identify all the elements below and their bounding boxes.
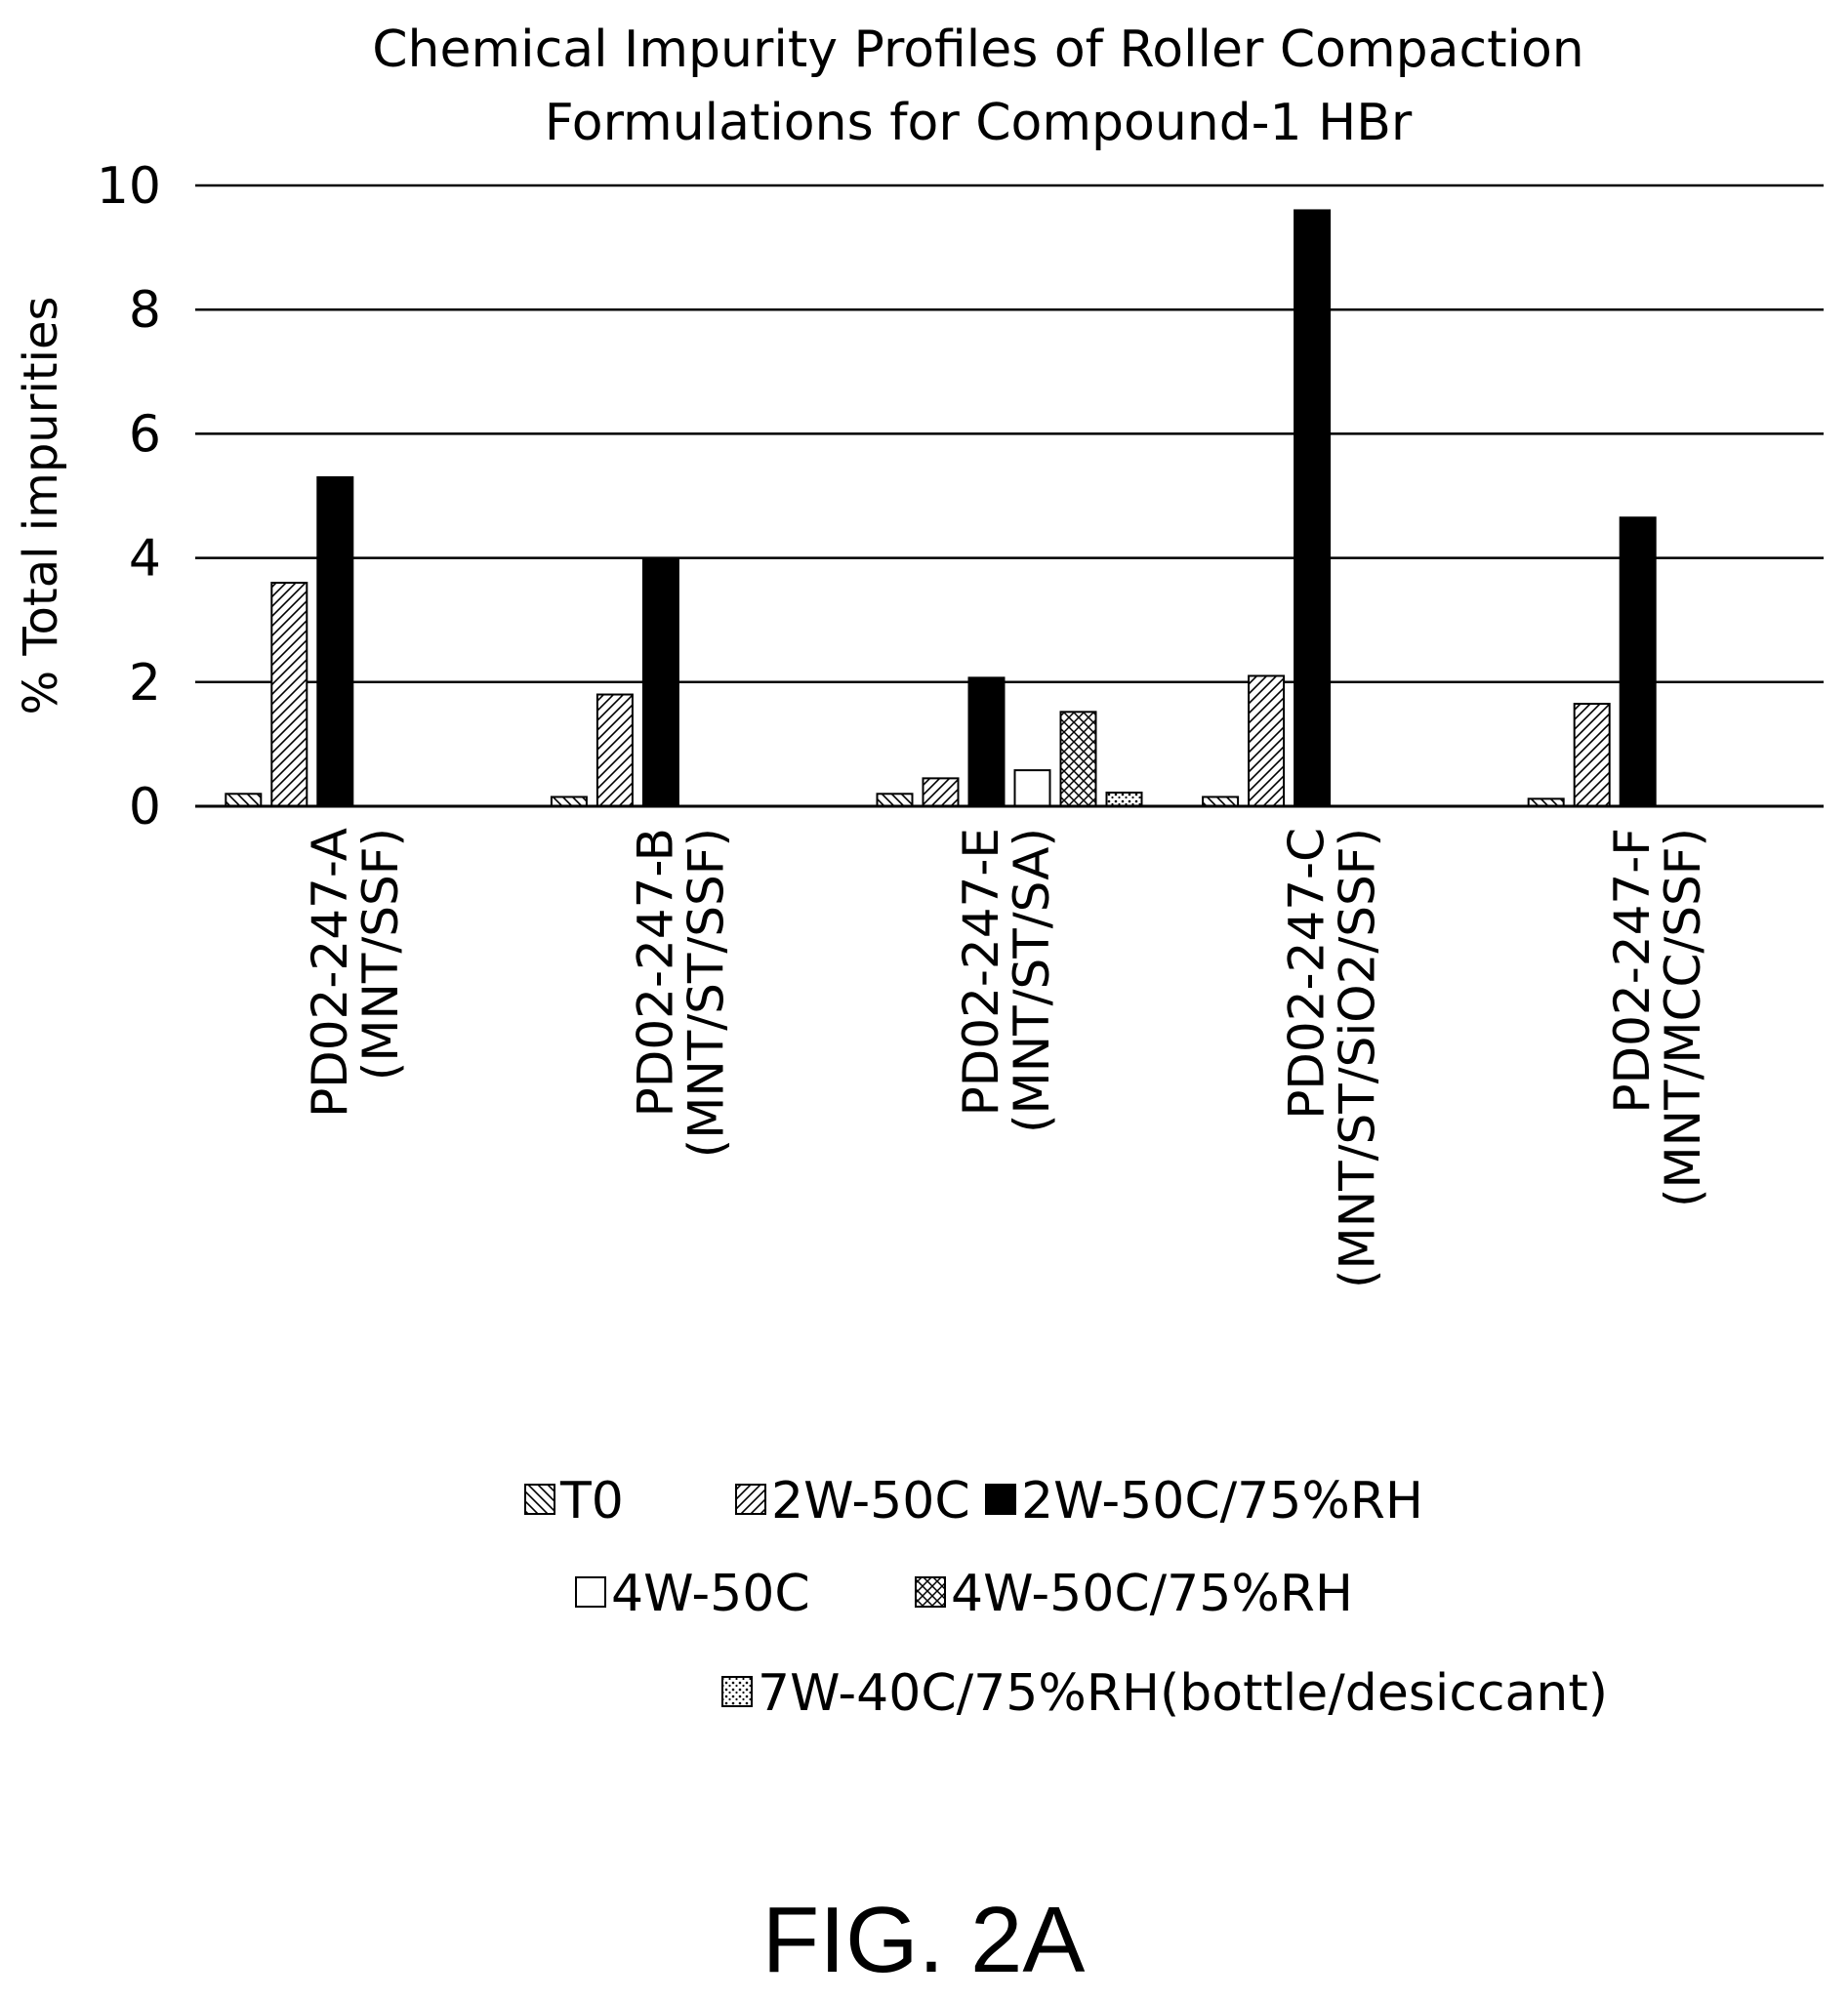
legend-label: 2W-50C/75%RH	[1021, 1472, 1423, 1531]
legend-swatch	[735, 1484, 766, 1515]
legend-swatch	[575, 1576, 606, 1608]
legend-label: 7W-40C/75%RH(bottle/desiccant)	[758, 1664, 1608, 1723]
legend-label: T0	[559, 1472, 624, 1531]
x-category-labels: PD02-247-A(MNT/SSF) PD02-247-B(MNT/ST/SSF…	[302, 828, 1711, 1288]
legend-swatch	[915, 1576, 946, 1608]
gridlines	[195, 184, 1824, 684]
bar-7w-40c-75-rh-bottle-desiccant--cat3	[1105, 792, 1143, 807]
legend-label: 4W-50C	[611, 1565, 810, 1623]
chart-title-line-1: Chemical Impurity Profiles of Roller Com…	[372, 20, 1583, 79]
y-tick-label: 2	[129, 654, 161, 713]
legend: T0 2W-50C 2W-50C/75%RH 4W-50C 4W-50C/75%RH 7W…	[524, 1472, 1608, 1723]
y-tick-label: 8	[129, 281, 161, 340]
x-category-label: PD02-247-B	[627, 828, 683, 1117]
y-tick-label: 10	[97, 157, 161, 216]
x-category-label: PD02-247-E	[953, 828, 1009, 1116]
bar-2w-50c-cat3	[922, 777, 960, 808]
bars	[225, 209, 1657, 808]
bar-2w-50c-75-rh-cat1	[316, 475, 354, 807]
y-tick-label: 4	[129, 530, 161, 589]
figure-label: FIG. 2A	[762, 1888, 1086, 1992]
x-category-label: (MNT/SSF)	[352, 828, 409, 1081]
legend-swatch	[721, 1676, 753, 1707]
bar-t0-cat1	[225, 793, 263, 808]
bar-2w-50c-75-rh-cat3	[967, 676, 1006, 808]
y-axis-label: % Total impurities	[14, 297, 68, 715]
bar-t0-cat3	[876, 793, 914, 808]
bar-2w-50c-cat1	[270, 582, 308, 807]
y-tick-label: 0	[129, 778, 161, 837]
bar-2w-50c-cat4	[1248, 674, 1286, 807]
legend-label: 2W-50C	[771, 1472, 970, 1531]
legend-swatch	[524, 1484, 555, 1515]
x-category-label: (MNT/MCC/SSF)	[1655, 828, 1711, 1207]
x-category-label: PD02-247-F	[1604, 828, 1661, 1114]
x-category-label: (MNT/ST/SA)	[1004, 828, 1060, 1133]
bar-2w-50c-75-rh-cat4	[1294, 209, 1332, 807]
bar-2w-50c-75-rh-cat5	[1619, 516, 1657, 807]
x-category-label: (MNT/ST/SiO2/SSF)	[1330, 828, 1386, 1288]
legend-swatch	[985, 1484, 1016, 1515]
bar-2w-50c-cat2	[595, 693, 634, 808]
x-category-label: (MNT/ST/SSF)	[678, 828, 734, 1158]
bar-4w-50c-75-rh-cat3	[1059, 711, 1097, 807]
bar-4w-50c-cat3	[1013, 769, 1051, 807]
chart-title-line-2: Formulations for Compound-1 HBr	[545, 94, 1413, 152]
bar-2w-50c-75-rh-cat2	[641, 556, 679, 807]
y-tick-labels: 0 2 4 6 8 10	[97, 157, 161, 837]
x-category-label: PD02-247-A	[302, 828, 358, 1118]
legend-label: 4W-50C/75%RH	[951, 1565, 1353, 1623]
bar-2w-50c-cat5	[1573, 703, 1611, 807]
y-tick-label: 6	[129, 405, 161, 464]
x-category-label: PD02-247-C	[1279, 828, 1335, 1120]
